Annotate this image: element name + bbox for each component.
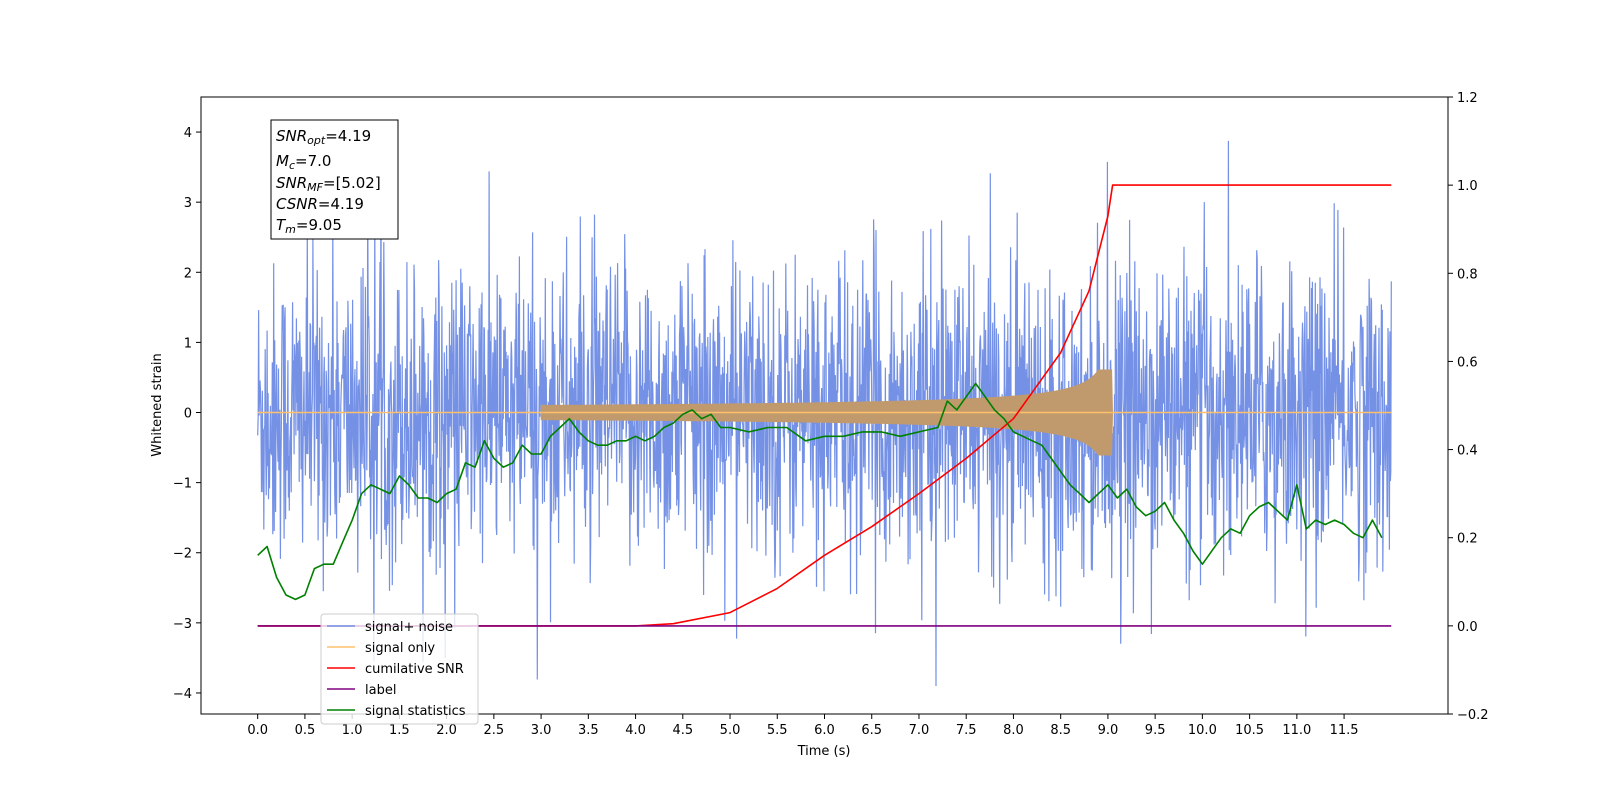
x-axis-ticks: 0.0 0.5 1.0 1.5 2.0 2.5 3.0 3.5 4.0 4.5 5.0 5.5 6.0 6… [247, 714, 1359, 738]
x-tick-label: 2.0 [436, 723, 457, 738]
x-tick-label: 0.0 [247, 723, 268, 738]
y-right-tick-label: −0.2 [1457, 708, 1489, 723]
x-tick-label: 4.0 [625, 723, 646, 738]
y-axis-left-ticks: −4 −3 −2 −1 0 1 2 3 4 [173, 126, 201, 702]
annotation-frame [270, 119, 399, 240]
series-layer [257, 132, 1392, 687]
legend-label-signal-only: signal only [365, 641, 435, 656]
series-cumulative-snr [257, 184, 1392, 627]
y-left-tick-label: 2 [184, 266, 192, 281]
y-right-tick-label: 0.0 [1457, 620, 1478, 635]
y-left-tick-label: −4 [173, 687, 192, 702]
legend-label-label: label [365, 683, 396, 698]
annotation-snr-mf: SNRMF=[5.02] [276, 174, 381, 194]
legend-label-signal-statistics: signal statistics [365, 704, 466, 719]
x-tick-label: 0.5 [295, 723, 316, 738]
y-left-tick-label: 0 [184, 407, 192, 422]
x-tick-label: 1.0 [342, 723, 363, 738]
x-tick-label: 11.5 [1330, 723, 1359, 738]
x-tick-label: 2.5 [484, 723, 505, 738]
annotation-snr-opt: SNRopt=4.19 [276, 127, 371, 147]
y-right-tick-label: 0.6 [1457, 355, 1478, 370]
y-left-tick-label: 4 [184, 126, 192, 141]
x-tick-label: 9.0 [1098, 723, 1119, 738]
x-tick-label: 8.0 [1003, 723, 1024, 738]
legend-label-cumulative-snr: cumilative SNR [365, 662, 464, 677]
y-axis-right-ticks: −0.2 0.0 0.2 0.4 0.6 0.8 1.0 1.2 [1448, 91, 1489, 723]
x-axis-label: Time (s) [797, 744, 851, 759]
y-left-tick-label: 1 [184, 336, 192, 351]
y-axis-label: Whitened strain [150, 353, 165, 456]
legend-label-signal-noise: signal+ noise [365, 620, 453, 635]
y-right-tick-label: 1.0 [1457, 179, 1478, 194]
x-tick-label: 5.0 [720, 723, 741, 738]
legend-frame [320, 613, 479, 725]
x-tick-label: 4.5 [672, 723, 693, 738]
annotation-mc: Mc=7.0 [276, 152, 331, 172]
x-tick-label: 7.0 [909, 723, 930, 738]
x-tick-label: 6.5 [861, 723, 882, 738]
x-tick-label: 10.0 [1188, 723, 1217, 738]
legend: signal+ noise signal only cumilative SNR… [320, 613, 479, 725]
x-tick-label: 5.5 [767, 723, 788, 738]
y-right-tick-label: 1.2 [1457, 91, 1478, 106]
series-signal-statistics [257, 382, 1383, 601]
x-tick-label: 1.5 [389, 723, 410, 738]
x-tick-label: 7.5 [956, 723, 977, 738]
x-tick-label: 9.5 [1145, 723, 1166, 738]
x-tick-label: 3.5 [578, 723, 599, 738]
y-left-tick-label: −3 [173, 617, 192, 632]
x-tick-label: 6.0 [814, 723, 835, 738]
y-left-tick-label: 3 [184, 196, 192, 211]
plot-area [257, 132, 1392, 687]
series-signal-noise [257, 132, 1392, 687]
annotation-tm: Tm=9.05 [276, 216, 342, 236]
y-left-tick-label: −2 [173, 547, 192, 562]
x-tick-label: 11.0 [1282, 723, 1311, 738]
x-tick-label: 3.0 [531, 723, 552, 738]
annotation-csnr: CSNR=4.19 [276, 195, 364, 213]
y-right-tick-label: 0.4 [1457, 444, 1478, 459]
y-left-tick-label: −1 [173, 477, 192, 492]
y-right-tick-label: 0.2 [1457, 532, 1478, 547]
x-tick-label: 10.5 [1235, 723, 1264, 738]
annotation-box: SNRopt=4.19 Mc=7.0 SNRMF=[5.02] CSNR=4.1… [270, 119, 399, 240]
x-tick-label: 8.5 [1050, 723, 1071, 738]
y-right-tick-label: 0.8 [1457, 267, 1478, 282]
